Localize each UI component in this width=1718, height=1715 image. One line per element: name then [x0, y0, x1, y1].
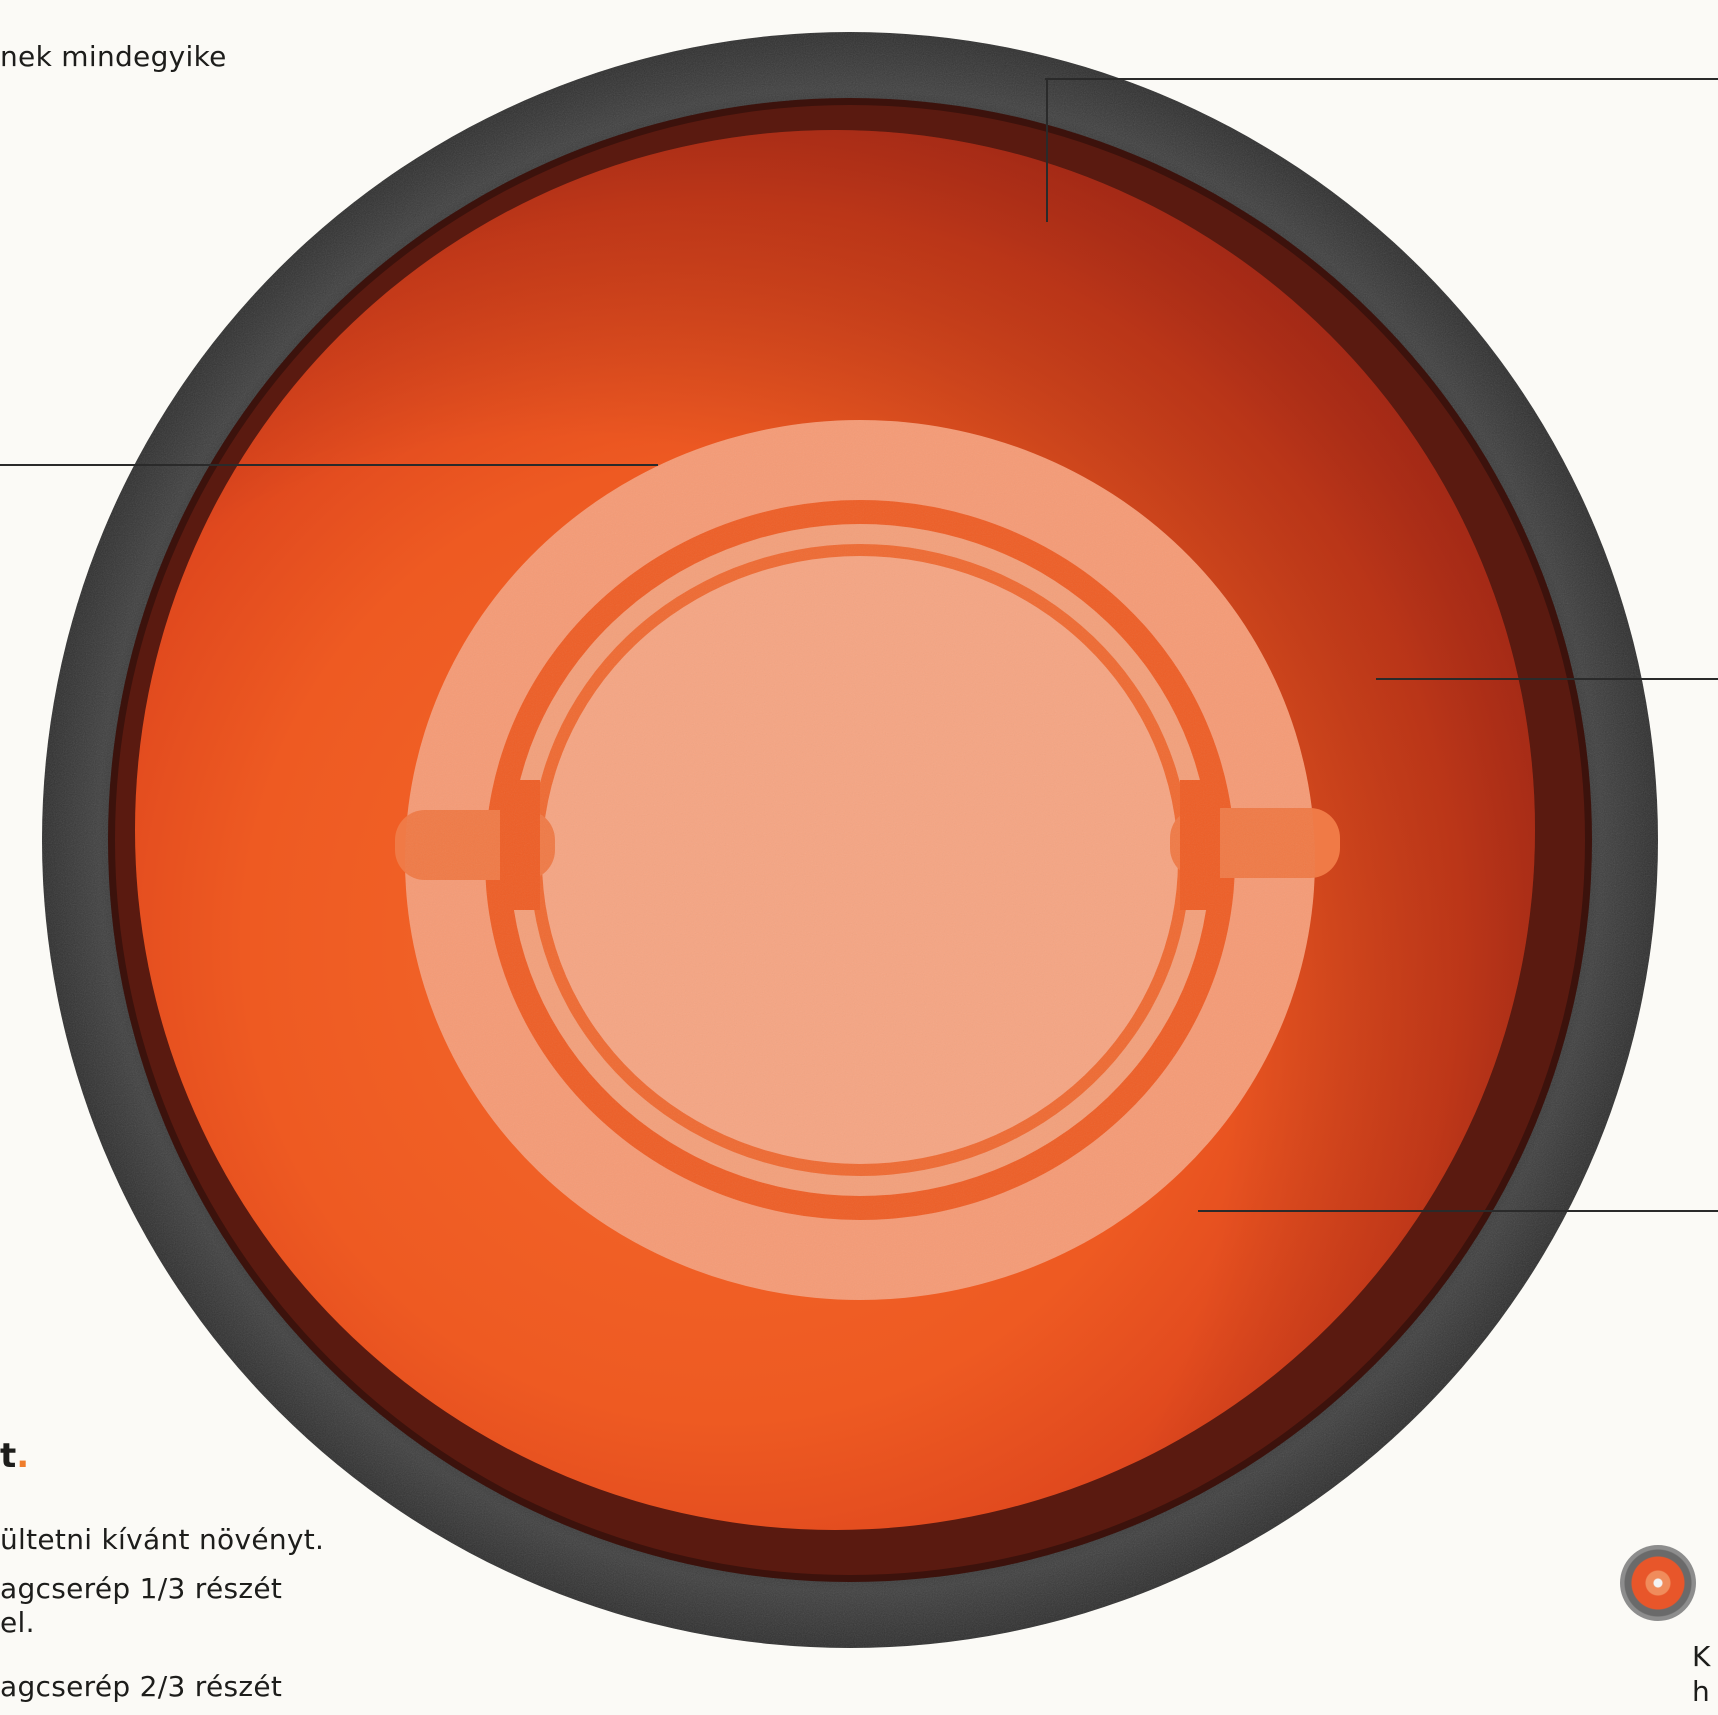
- step-text-line-2: agcserép 1/3 részét: [0, 1572, 283, 1605]
- flowerpot-top-view-icon: [1620, 1545, 1696, 1621]
- intro-text-fragment: nek mindegyike: [0, 40, 227, 73]
- right-text-fragment-2: h: [1692, 1675, 1711, 1708]
- step-text-line-3: el.: [0, 1606, 35, 1639]
- step-text-line-1: ültetni kívánt növényt.: [0, 1523, 325, 1556]
- section-heading-fragment: t.: [0, 1436, 30, 1476]
- step-text-line-4: agcserép 2/3 részét: [0, 1670, 283, 1703]
- right-text-fragment-1: K: [1692, 1640, 1711, 1673]
